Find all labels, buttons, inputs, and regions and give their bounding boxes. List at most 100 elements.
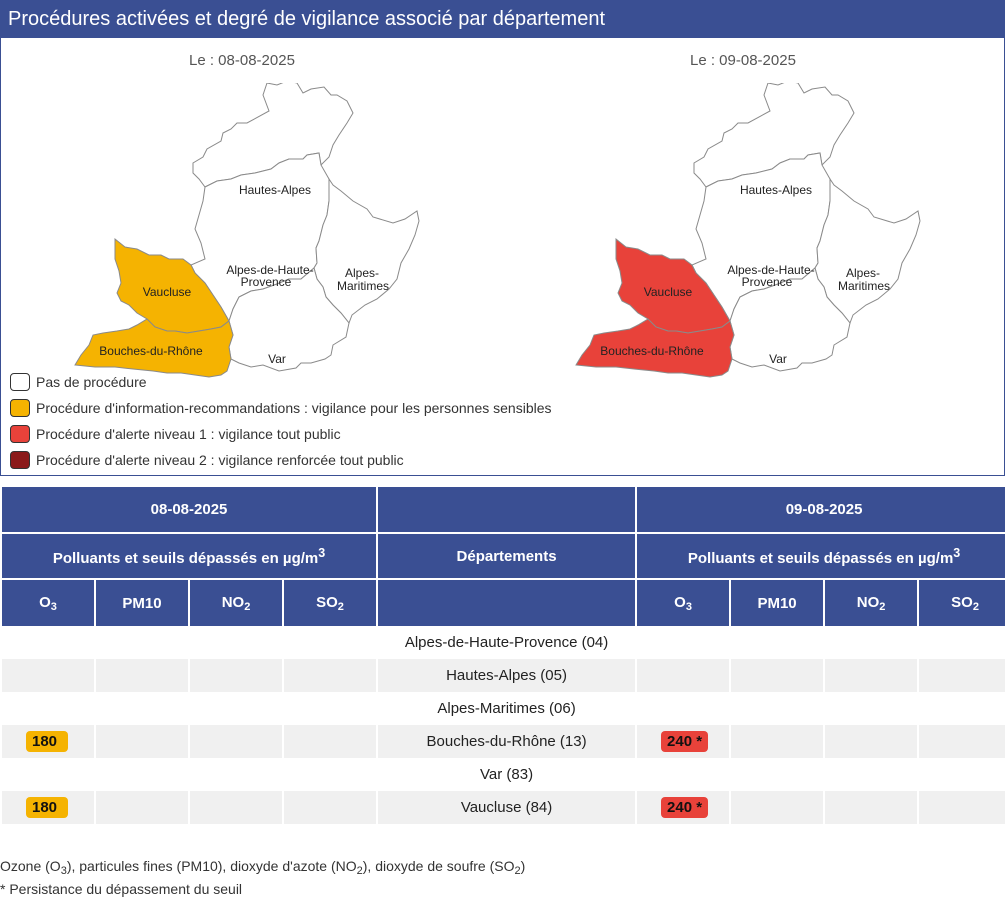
legend-label: Procédure d'information-recommandations … xyxy=(36,400,552,416)
value-cell-d1-3 xyxy=(284,758,376,791)
unit-exponent: 3 xyxy=(318,545,326,560)
value-cell-d2-1 xyxy=(731,791,824,824)
table-row: 180 Bouches-du-Rhône (13) 240 * xyxy=(2,725,1005,758)
threshold-badge: 240 * xyxy=(661,797,709,818)
legend-item-alert1: Procédure d'alerte niveau 1 : vigilance … xyxy=(10,421,552,447)
value-cell-d2-3 xyxy=(919,626,1005,659)
value-cell-d1-3 xyxy=(284,626,376,659)
department-map-day1: Hautes-Alpes Alpes-de-Haute-Provence Alpes… xyxy=(74,83,420,378)
legend-item-info: Procédure d'information-recommandations … xyxy=(10,395,552,421)
value-cell-d1-0 xyxy=(2,626,94,659)
dept-label-bdr: Bouches-du-Rhône xyxy=(99,344,203,358)
value-cell-d2-3 xyxy=(919,758,1005,791)
pollutants-header-text: Polluants et seuils dépassés en µg/m xyxy=(52,549,319,567)
value-cell-d1-3 xyxy=(284,659,377,692)
dept-label-ahp-1: Alpes-de-Haute- xyxy=(226,263,313,277)
value-cell-d2-2 xyxy=(825,659,918,692)
value-cell-d2-1 xyxy=(731,626,823,659)
value-cell-d1-3 xyxy=(284,692,376,725)
unit-exponent: 3 xyxy=(953,545,961,560)
value-cell-d1-0 xyxy=(2,659,94,692)
department-alpes-maritimes[interactable] xyxy=(313,177,420,324)
dept-label-vaucluse: Vaucluse xyxy=(143,285,192,299)
value-cell-d2-3 xyxy=(919,659,1005,692)
pollutant-header-d2-0: O3 xyxy=(637,578,730,626)
threshold-badge: 240 * xyxy=(661,731,709,752)
legend-swatch-alert1 xyxy=(10,425,30,443)
dept-label-vaucluse: Vaucluse xyxy=(644,285,693,299)
pollutant-table: 08-08-2025 09-08-2025 Polluants et seuil… xyxy=(0,487,1005,824)
dept-label-am-1: Alpes- xyxy=(846,266,880,280)
value-cell-d1-0 xyxy=(2,758,94,791)
dept-label-ahp-2: Provence xyxy=(742,275,793,289)
department-name: Vaucluse (84) xyxy=(378,791,636,824)
blank-header xyxy=(378,487,636,532)
table-row: Var (83) xyxy=(2,758,1005,791)
table-row: 180 Vaucluse (84) 240 * xyxy=(2,791,1005,824)
departments-header: Départements xyxy=(378,532,636,578)
value-cell-d1-2 xyxy=(190,758,282,791)
date-header-2: 09-08-2025 xyxy=(637,487,1005,532)
value-cell-d2-0 xyxy=(637,659,730,692)
value-cell-d1-2 xyxy=(190,725,282,758)
value-cell-d1-3 xyxy=(284,791,377,824)
legend-swatch-info xyxy=(10,399,30,417)
department-var[interactable] xyxy=(729,267,851,372)
value-cell-d1-1 xyxy=(96,692,188,725)
department-name: Alpes-Maritimes (06) xyxy=(437,700,576,717)
department-map-day2: Hautes-Alpes Alpes-de-Haute-Provence Alpes… xyxy=(575,83,921,378)
value-cell-d2-0 xyxy=(637,692,729,725)
value-cell-d2-2 xyxy=(825,758,917,791)
department-bdr[interactable] xyxy=(74,318,234,378)
dept-label-hautes-alpes: Hautes-Alpes xyxy=(239,183,311,197)
value-cell-d1-2 xyxy=(190,626,282,659)
dept-label-hautes-alpes: Hautes-Alpes xyxy=(740,183,812,197)
dept-label-ahp-2: Provence xyxy=(241,275,292,289)
value-cell-d2-1 xyxy=(731,758,823,791)
department-alpes-maritimes[interactable] xyxy=(814,177,921,324)
value-cell-d1-0: 180 xyxy=(2,725,94,758)
department-name: Hautes-Alpes (05) xyxy=(378,659,636,692)
threshold-badge: 180 xyxy=(26,731,68,752)
value-cell-d2-3 xyxy=(919,725,1005,758)
value-cell-d1-1 xyxy=(96,725,188,758)
dept-label-var: Var xyxy=(268,352,286,366)
value-cell-d2-2 xyxy=(825,692,917,725)
dept-label-am-2: Maritimes xyxy=(838,279,890,293)
department-var[interactable] xyxy=(228,267,350,372)
legend: Pas de procédure Procédure d'information… xyxy=(10,369,552,473)
department-bdr[interactable] xyxy=(575,318,735,378)
department-name: Bouches-du-Rhône (13) xyxy=(378,725,636,758)
department-name: Alpes-de-Haute-Provence (04) xyxy=(404,634,609,651)
pollutants-header-1: Polluants et seuils dépassés en µg/m3 xyxy=(2,532,377,578)
table-row: Hautes-Alpes (05) xyxy=(2,659,1005,692)
value-cell-d1-2 xyxy=(190,659,282,692)
table-body: Alpes-de-Haute-Provence (04) Hautes-Alpes… xyxy=(2,626,1005,824)
value-cell-d2-0: 240 * xyxy=(637,791,730,824)
value-cell-d2-0 xyxy=(637,758,729,791)
value-cell-d1-1 xyxy=(96,791,188,824)
legend-label: Pas de procédure xyxy=(36,374,147,390)
dept-label-var: Var xyxy=(769,352,787,366)
pollutant-header-d1-0: O3 xyxy=(2,578,94,626)
pollutant-header-blank xyxy=(378,578,636,626)
pollutant-header-d1-2: NO2 xyxy=(190,578,282,626)
value-cell-d1-2 xyxy=(190,692,282,725)
legend-swatch-none xyxy=(10,373,30,391)
dept-label-am-2: Maritimes xyxy=(337,279,389,293)
value-cell-d1-0: 180 xyxy=(2,791,94,824)
page-title: Procédures activées et degré de vigilanc… xyxy=(0,0,1005,38)
pollutant-header-d1-3: SO2 xyxy=(284,578,377,626)
date-header-1: 08-08-2025 xyxy=(2,487,377,532)
table-row: Alpes-de-Haute-Provence (04) xyxy=(2,626,1005,659)
legend-swatch-alert2 xyxy=(10,451,30,469)
value-cell-d2-1 xyxy=(731,692,823,725)
map-panel: Le : 08-08-2025 Le : 09-08-2025 Hautes-A… xyxy=(0,38,1005,476)
legend-label: Procédure d'alerte niveau 1 : vigilance … xyxy=(36,426,341,442)
value-cell-d1-0 xyxy=(2,692,94,725)
legend-item-none: Pas de procédure xyxy=(10,369,552,395)
value-cell-d2-3 xyxy=(919,791,1005,824)
legend-label: Procédure d'alerte niveau 2 : vigilance … xyxy=(36,452,404,468)
value-cell-d2-2 xyxy=(825,626,917,659)
pollutants-header-2: Polluants et seuils dépassés en µg/m3 xyxy=(637,532,1005,578)
